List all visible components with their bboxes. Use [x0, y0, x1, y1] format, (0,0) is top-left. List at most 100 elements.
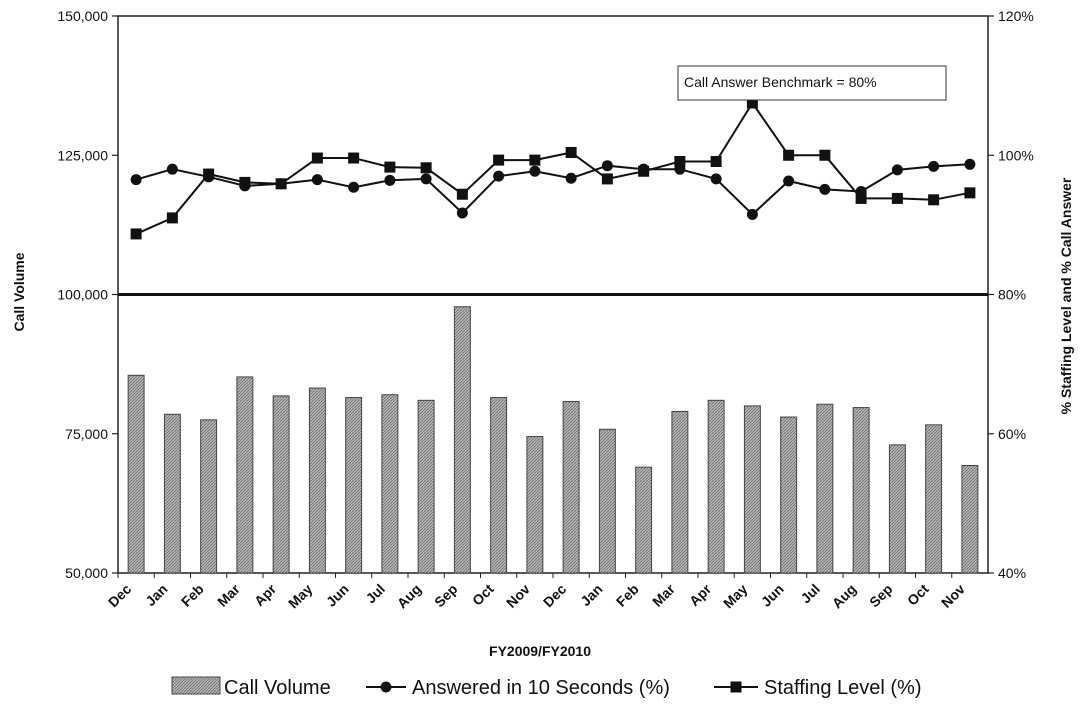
bar-call-volume	[127, 374, 145, 574]
legend-item-staffing: Staffing Level (%)	[714, 677, 922, 699]
x-tick-label: Mar	[649, 580, 678, 609]
y-axis-left: 50,000 75,000 100,000 125,000 150,000	[57, 8, 118, 581]
staffing-point	[203, 168, 215, 180]
answered-point	[928, 160, 940, 172]
staffing-point	[275, 178, 287, 190]
bar-call-volume	[308, 387, 326, 574]
y-tick-label: 125,000	[57, 147, 108, 163]
x-tick-label: Oct	[469, 581, 497, 609]
answered-point	[420, 173, 432, 185]
bar-call-volume	[671, 410, 689, 574]
staffing-point	[348, 152, 360, 164]
x-tick-label: Jul	[362, 581, 388, 607]
x-tick-label: Oct	[904, 581, 932, 609]
y-tick-label: 100,000	[57, 287, 108, 303]
bar-call-volume	[961, 464, 979, 574]
bar-call-volume	[526, 436, 544, 574]
bar-call-volume	[163, 413, 181, 574]
answered-point	[783, 175, 795, 187]
answered-point	[746, 208, 758, 220]
x-tick-label: May	[720, 581, 751, 612]
bar-call-volume	[417, 399, 435, 574]
staffing-point	[529, 154, 541, 166]
y2-tick-label: 60%	[998, 426, 1026, 442]
staffing-point	[166, 212, 178, 224]
answered-point	[710, 173, 722, 185]
x-tick-label: Mar	[214, 580, 243, 609]
staffing-point	[964, 187, 976, 199]
y-tick-label: 150,000	[57, 8, 108, 24]
answered-point	[529, 165, 541, 177]
staffing-point	[384, 161, 396, 173]
x-axis: Dec Jan Feb Mar Apr May Jun Jul Aug Sep Oct Nov Dec J…	[105, 573, 968, 611]
bar-call-volume	[888, 444, 906, 574]
staffing-point	[456, 188, 468, 200]
x-tick-label: Sep	[431, 581, 460, 610]
legend-label-call-volume: Call Volume	[224, 677, 331, 699]
x-tick-label: Feb	[178, 581, 207, 610]
staffing-point	[855, 192, 867, 204]
answered-point	[166, 163, 178, 175]
bar-call-volume	[925, 424, 943, 574]
x-tick-label: Feb	[613, 581, 642, 610]
staffing-point	[783, 149, 795, 161]
benchmark-annotation: Call Answer Benchmark = 80%	[677, 65, 947, 101]
x-tick-label: Jan	[577, 581, 605, 609]
staffing-point	[638, 165, 650, 177]
bar-call-volume	[743, 405, 761, 574]
x-tick-label: Apr	[251, 580, 280, 609]
staffing-point	[710, 156, 722, 168]
benchmark-label-box	[677, 65, 947, 101]
bar-call-volume	[236, 376, 254, 574]
answered-point	[964, 158, 976, 170]
answered-point	[493, 170, 505, 182]
bar-call-volume	[598, 428, 616, 574]
staffing-point	[928, 194, 940, 206]
answered-point	[130, 174, 142, 186]
y2-tick-label: 100%	[998, 147, 1034, 163]
y2-tick-label: 120%	[998, 8, 1034, 24]
x-tick-label: Dec	[540, 581, 570, 611]
x-tick-label: Apr	[686, 580, 715, 609]
bar-call-volume	[562, 400, 580, 574]
benchmark-label: Call Answer Benchmark = 80%	[684, 74, 877, 90]
legend-answered-marker	[380, 681, 392, 693]
x-axis-title: FY2009/FY2010	[489, 643, 591, 659]
staffing-point	[601, 173, 613, 185]
legend-item-answered: Answered in 10 Seconds (%)	[366, 677, 670, 699]
answered-point	[891, 164, 903, 176]
legend-label-answered: Answered in 10 Seconds (%)	[412, 677, 670, 699]
y-tick-label: 50,000	[65, 565, 108, 581]
answered-point	[311, 174, 323, 186]
answered-point	[348, 181, 360, 193]
staffing-point	[239, 176, 251, 188]
legend-item-call-volume: Call Volume	[171, 676, 331, 699]
bar-call-volume	[272, 395, 290, 574]
bar-call-volume	[200, 419, 218, 574]
x-tick-label: May	[285, 581, 316, 612]
y-tick-label: 75,000	[65, 426, 108, 442]
x-tick-label: Nov	[503, 581, 533, 611]
bar-call-volume	[635, 466, 653, 574]
legend-label-staffing: Staffing Level (%)	[764, 677, 922, 699]
y-axis-right: 40% 60% 80% 100% 120%	[988, 8, 1034, 581]
x-tick-label: Jun	[758, 581, 787, 610]
bar-call-volume	[707, 399, 725, 574]
y-axis-title: Call Volume	[11, 252, 27, 331]
staffing-point	[819, 149, 831, 161]
legend: Call Volume Answered in 10 Seconds (%) S…	[171, 676, 922, 699]
bar-call-volume	[816, 403, 834, 574]
y2-axis-title: % Staffing Level and % Call Answer	[1058, 177, 1074, 414]
y2-tick-label: 40%	[998, 565, 1026, 581]
x-tick-label: Jul	[797, 581, 823, 607]
legend-staffing-marker	[730, 681, 742, 693]
bar-call-volume	[345, 397, 363, 574]
answered-point	[384, 174, 396, 186]
bar-call-volume	[490, 397, 508, 574]
bar-call-volume	[780, 416, 798, 574]
x-tick-label: Jun	[323, 581, 352, 610]
staffing-line	[135, 101, 971, 235]
bar-call-volume	[852, 407, 870, 574]
